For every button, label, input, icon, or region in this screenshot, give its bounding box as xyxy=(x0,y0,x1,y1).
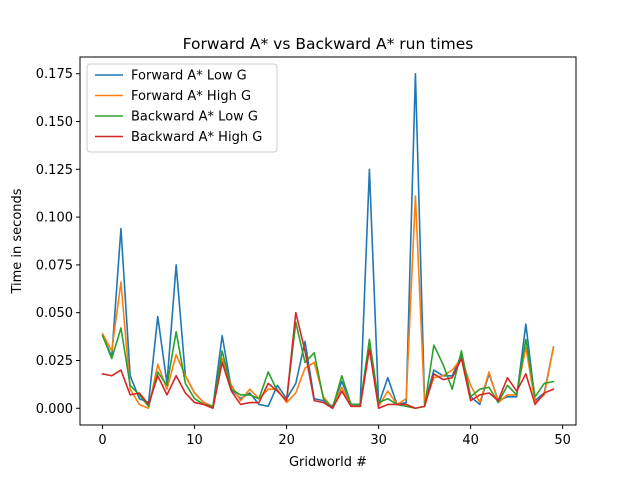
x-tick-label: 10 xyxy=(186,433,203,448)
series-line-3 xyxy=(101,311,555,410)
chart-title: Forward A* vs Backward A* run times xyxy=(183,35,474,53)
y-axis-ticks: 0.000 0.025 0.050 0.075 0.100 0.125 0.150 0.175 xyxy=(36,67,80,417)
y-tick-label: 0.050 xyxy=(36,306,73,321)
x-axis-title: Gridworld # xyxy=(289,455,367,470)
y-tick-label: 0.125 xyxy=(36,163,73,178)
y-tick-label: 0.150 xyxy=(36,115,73,130)
legend-label-2: Backward A* Low G xyxy=(131,110,258,125)
x-axis-ticks: 0 10 20 30 40 50 xyxy=(98,425,571,448)
y-tick-label: 0.025 xyxy=(36,354,73,369)
x-tick-label: 50 xyxy=(554,433,571,448)
y-axis-title: Time in seconds xyxy=(10,188,25,294)
x-tick-label: 20 xyxy=(278,433,295,448)
legend-box xyxy=(86,63,278,153)
plot-lines xyxy=(101,72,555,410)
plot-frame xyxy=(79,56,577,426)
y-tick-label: 0.000 xyxy=(36,402,73,417)
y-tick-label: 0.100 xyxy=(36,211,73,226)
legend: Forward A* Low G Forward A* High G Backwar… xyxy=(86,63,278,153)
x-tick-label: 0 xyxy=(98,433,106,448)
y-tick-label: 0.175 xyxy=(36,67,73,82)
legend-label-3: Backward A* High G xyxy=(131,130,262,145)
legend-label-1: Forward A* High G xyxy=(131,89,251,104)
legend-label-0: Forward A* Low G xyxy=(131,69,247,84)
x-tick-label: 40 xyxy=(462,433,479,448)
y-tick-label: 0.075 xyxy=(36,258,73,273)
x-tick-label: 30 xyxy=(370,433,387,448)
series-line-2 xyxy=(101,321,555,410)
